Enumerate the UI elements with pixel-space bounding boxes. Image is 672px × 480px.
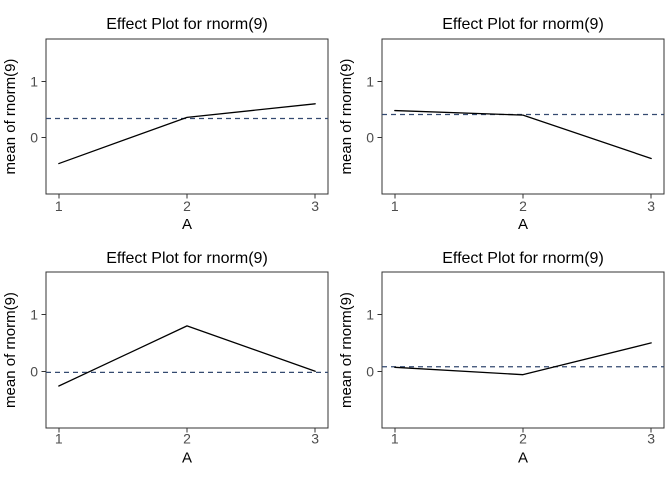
effect-line	[394, 342, 652, 376]
x-tick-label: 3	[647, 198, 655, 214]
x-tick-label: 1	[55, 431, 63, 447]
x-tick-label: 1	[391, 431, 399, 447]
y-axis-label: mean of rnorm(9)	[2, 59, 19, 175]
x-tick-label: 2	[519, 431, 527, 447]
y-axis-label: mean of rnorm(9)	[338, 292, 355, 408]
x-tick-label: 3	[311, 198, 319, 214]
x-axis-label: A	[182, 450, 192, 467]
effect-line	[58, 325, 316, 387]
x-axis-label: A	[518, 216, 528, 233]
y-tick-label: 1	[366, 73, 374, 89]
x-tick-label: 1	[55, 198, 63, 214]
x-tick-label: 2	[183, 198, 191, 214]
panel-title: Effect Plot for rnorm(9)	[442, 250, 604, 267]
y-tick-label: 1	[30, 307, 38, 323]
x-axis-label: A	[182, 216, 192, 233]
y-axis-label: mean of rnorm(9)	[338, 59, 355, 175]
y-tick-label: 0	[30, 130, 38, 146]
x-tick-label: 2	[183, 431, 191, 447]
y-tick-label: 1	[366, 307, 374, 323]
x-tick-label: 1	[391, 198, 399, 214]
x-tick-label: 3	[311, 431, 319, 447]
panel-title: Effect Plot for rnorm(9)	[106, 250, 268, 267]
x-tick-label: 3	[647, 431, 655, 447]
y-tick-label: 0	[366, 130, 374, 146]
y-tick-label: 0	[366, 363, 374, 379]
y-axis-label: mean of rnorm(9)	[2, 292, 19, 408]
plot-border	[45, 271, 329, 429]
plot-border	[45, 38, 329, 195]
y-tick-label: 0	[30, 363, 38, 379]
plot-border	[381, 38, 665, 195]
panel-title: Effect Plot for rnorm(9)	[106, 16, 268, 33]
x-axis-label: A	[518, 450, 528, 467]
x-tick-label: 2	[519, 198, 527, 214]
panel-title: Effect Plot for rnorm(9)	[442, 16, 604, 33]
effect-line	[58, 103, 316, 165]
effect-line	[394, 109, 652, 160]
y-tick-label: 1	[30, 73, 38, 89]
